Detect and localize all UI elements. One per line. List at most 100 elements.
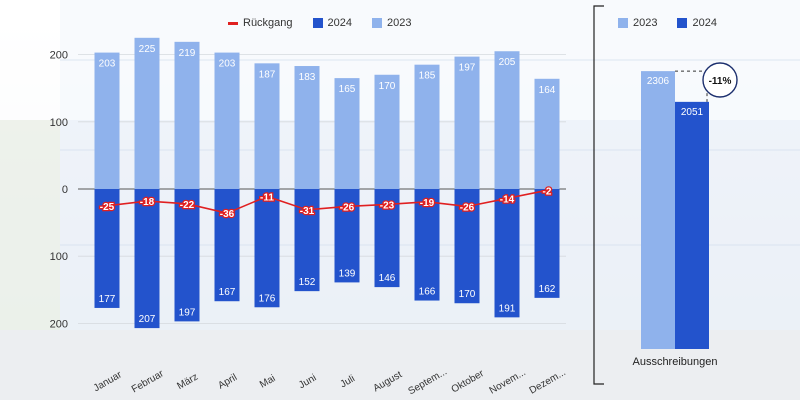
bar-value-label-2024: 207 — [139, 314, 156, 325]
decline-value-label: -26 — [460, 202, 475, 213]
percent-change-bubble — [702, 62, 738, 98]
bar-2023 — [454, 56, 480, 190]
decline-point — [104, 203, 110, 209]
y-tick-label: 200 — [50, 50, 68, 62]
bar-2024 — [214, 189, 240, 302]
bar-2024 — [494, 189, 520, 318]
bar-value-label-2024: 191 — [499, 303, 516, 314]
side-legend-swatch-2024 — [677, 18, 688, 28]
side-bar-2024 — [675, 101, 709, 350]
legend-label-decline: Rückgang — [243, 17, 293, 29]
decline-point — [544, 187, 550, 193]
side-bar-2023 — [641, 71, 675, 349]
bar-2024 — [294, 189, 320, 292]
bar-2023 — [534, 78, 560, 189]
bar-2023 — [134, 37, 160, 189]
decline-value-label: -31 — [300, 206, 315, 217]
bar-2023 — [294, 66, 320, 189]
decline-line — [106, 189, 548, 215]
decline-value-label: -2 — [543, 186, 552, 197]
decline-point — [464, 203, 470, 209]
percent-change-label: -11% — [709, 76, 732, 87]
bar-2023 — [374, 74, 400, 189]
x-tick-label: Juni — [297, 372, 318, 391]
x-tick-label: Novem... — [488, 367, 528, 397]
bar-value-label-2023: 164 — [539, 85, 556, 96]
bar-2023 — [494, 51, 520, 189]
x-tick-label: Septem... — [406, 366, 449, 397]
y-tick-label: 200 — [50, 318, 68, 330]
legend-label-2023: 2023 — [387, 17, 412, 29]
side-bar-value-label-2024: 2051 — [681, 107, 704, 118]
bar-value-label-2024: 152 — [299, 277, 316, 288]
decline-point — [264, 193, 270, 199]
legend-item-2023: 2023 — [372, 17, 412, 29]
decline-value-label: -14 — [500, 194, 515, 205]
legend-label-2024: 2024 — [327, 17, 353, 29]
bar-value-label-2023: 187 — [259, 69, 276, 80]
bar-value-label-2024: 139 — [339, 268, 356, 279]
difference-connector — [675, 70, 708, 102]
bar-value-label-2024: 167 — [219, 287, 236, 298]
decline-value-label: -19 — [420, 198, 435, 209]
bar-value-label-2024: 176 — [259, 293, 276, 304]
bar-value-label-2023: 203 — [99, 59, 116, 70]
decline-point — [144, 198, 150, 204]
bar-2023 — [334, 78, 360, 189]
x-tick-label: Januar — [92, 369, 125, 394]
bar-value-label-2023: 170 — [379, 81, 396, 92]
bar-2024 — [254, 189, 280, 308]
side-legend-label-2023: 2023 — [633, 17, 658, 29]
bar-2024 — [534, 189, 560, 298]
x-tick-label: Juli — [338, 373, 357, 390]
bar-2023 — [254, 63, 280, 189]
side-category-label: Ausschreibungen — [632, 356, 717, 368]
x-tick-label: Oktober — [450, 368, 487, 396]
decline-value-label: -23 — [380, 200, 395, 211]
legend-item-decline: Rückgang — [228, 17, 293, 29]
legend-swatch-2024 — [312, 18, 323, 28]
decline-point — [344, 203, 350, 209]
bar-2023 — [414, 64, 440, 189]
x-tick-label: Mai — [258, 373, 277, 391]
decline-point — [184, 201, 190, 207]
y-tick-label: 0 — [62, 184, 68, 196]
bar-value-label-2023: 197 — [459, 63, 476, 74]
side-legend-swatch-2023 — [618, 18, 628, 28]
bar-value-label-2023: 203 — [219, 59, 236, 70]
decline-value-label: -25 — [100, 202, 115, 213]
y-tick-label: 100 — [50, 251, 68, 263]
decline-value-label: -36 — [220, 209, 235, 220]
bar-value-label-2023: 225 — [139, 44, 156, 55]
legend-swatch-decline — [228, 21, 238, 25]
side-legend-item-2023: 2023 — [618, 17, 657, 29]
panel-divider-bracket — [593, 5, 604, 385]
bar-2024 — [414, 189, 440, 301]
legend-item-2024: 2024 — [312, 17, 353, 29]
legend-swatch-2023 — [372, 18, 383, 28]
decline-value-label: -26 — [340, 202, 355, 213]
decline-value-label: -11 — [260, 192, 274, 203]
x-tick-label: August — [372, 369, 405, 394]
decline-point — [384, 201, 390, 207]
bar-2023 — [94, 52, 120, 189]
bar-value-label-2024: 166 — [419, 287, 436, 298]
bar-value-label-2023: 205 — [499, 57, 516, 68]
x-tick-label: April — [216, 372, 239, 392]
decline-value-label: -18 — [140, 197, 155, 208]
bar-value-label-2024: 197 — [179, 307, 196, 318]
main-legend: Rückgang 2024 2023 — [228, 17, 426, 29]
decline-point — [224, 210, 230, 216]
y-tick-label: 100 — [50, 117, 68, 129]
decline-point — [424, 199, 430, 205]
side-bar-value-label-2023: 2306 — [647, 76, 670, 87]
bar-2023 — [174, 41, 200, 189]
bar-2024 — [174, 189, 200, 322]
side-legend-item-2024: 2024 — [677, 17, 717, 29]
side-legend: 2023 2024 — [618, 17, 731, 29]
bar-value-label-2024: 162 — [539, 284, 556, 295]
bar-value-label-2024: 146 — [379, 273, 396, 284]
decline-value-label: -22 — [180, 200, 195, 211]
x-tick-label: März — [175, 372, 200, 393]
